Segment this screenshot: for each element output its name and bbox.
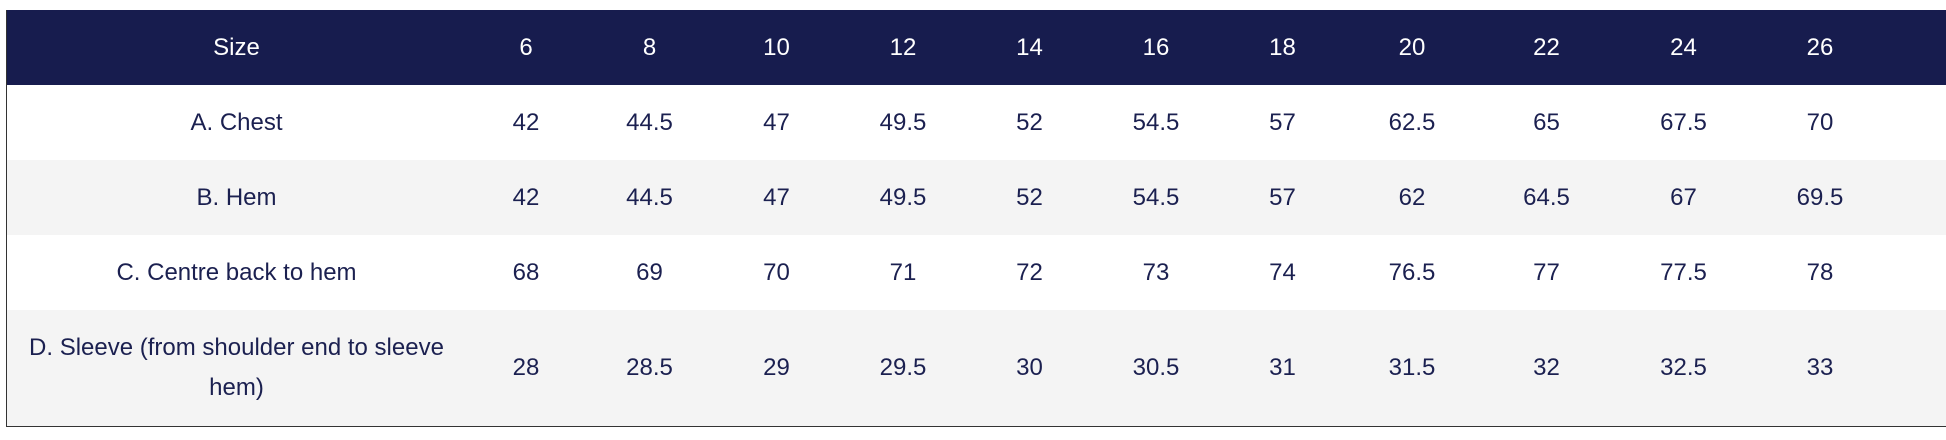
measurement-row: D. Sleeve (from shoulder end to sleeve h… (7, 310, 1946, 426)
size-header: 12 (889, 33, 917, 61)
measurement-value: 47 (763, 183, 790, 211)
measurement-value: 74 (1269, 258, 1296, 286)
measurement-value: 44.5 (626, 108, 673, 136)
measurement-value: 65 (1533, 108, 1560, 136)
measurement-value: 77 (1533, 258, 1560, 286)
measurement-label: A. Chest (190, 108, 283, 136)
header-row: Size 6 8 10 12 14 16 18 20 22 24 26 (7, 10, 1946, 85)
measurement-value: 42 (512, 108, 540, 136)
measurement-value: 73 (1142, 258, 1170, 286)
size-header: 18 (1269, 33, 1296, 61)
header-label: Size (213, 33, 260, 61)
measurement-row: A. Chest 42 44.5 47 49.5 52 54.5 57 62.5 65 67.5 70 (7, 85, 1946, 160)
measurement-value: 54.5 (1132, 108, 1180, 136)
measurement-value: 62 (1398, 183, 1426, 211)
measurement-value: 47 (763, 108, 790, 136)
measurement-value: 30 (1016, 354, 1043, 381)
measurement-value: 71 (889, 258, 917, 286)
measurement-value: 49.5 (879, 108, 927, 136)
size-header: 14 (1016, 33, 1043, 61)
measurement-value: 57 (1269, 108, 1296, 136)
size-header: 6 (519, 33, 533, 61)
measurement-value: 52 (1016, 183, 1043, 211)
measurement-value: 70 (1806, 108, 1834, 136)
measurement-value: 76.5 (1388, 258, 1436, 286)
measurement-value: 29.5 (879, 354, 927, 381)
measurement-value: 28.5 (626, 354, 673, 381)
size-table-container: Size 6 8 10 12 14 16 18 20 22 24 26 A. Chest 42 44.5 4… (6, 10, 1946, 427)
size-header: 26 (1806, 33, 1834, 61)
size-header: 22 (1533, 33, 1560, 61)
measurement-value: 32 (1533, 354, 1560, 381)
measurement-value: 67.5 (1660, 108, 1707, 136)
measurement-label: C. Centre back to hem (116, 258, 357, 286)
measurement-value: 44.5 (626, 183, 673, 211)
measurement-value: 54.5 (1132, 183, 1180, 211)
measurement-value: 77.5 (1660, 258, 1707, 286)
measurement-label: D. Sleeve (from shoulder end to sleeve h… (29, 334, 444, 401)
measurement-label: B. Hem (196, 183, 277, 211)
measurement-value: 29 (763, 354, 790, 381)
measurement-value: 42 (512, 183, 540, 211)
size-header: 24 (1670, 33, 1697, 61)
measurement-value: 62.5 (1388, 108, 1436, 136)
measurement-value: 69.5 (1796, 183, 1844, 211)
table-body: A. Chest 42 44.5 47 49.5 52 54.5 57 62.5 65 67.5 70… (7, 85, 1946, 426)
row-spacer (1888, 160, 1946, 235)
measurement-value: 33 (1806, 354, 1834, 381)
size-header: 20 (1398, 33, 1426, 61)
size-header: 16 (1142, 33, 1170, 61)
row-spacer (1888, 310, 1946, 426)
measurement-value: 32.5 (1660, 354, 1707, 381)
header-spacer (1888, 10, 1946, 85)
measurement-value: 72 (1016, 258, 1043, 286)
measurement-value: 31.5 (1388, 354, 1436, 381)
size-header: 8 (642, 33, 657, 61)
measurement-row: B. Hem 42 44.5 47 49.5 52 54.5 57 62 64.5 67 69.5 (7, 160, 1946, 235)
size-header: 10 (763, 33, 790, 61)
measurement-value: 69 (636, 258, 663, 286)
measurement-value: 31 (1269, 354, 1296, 381)
measurement-value: 78 (1806, 258, 1834, 286)
size-table: Size 6 8 10 12 14 16 18 20 22 24 26 A. Chest 42 44.5 4… (7, 10, 1946, 426)
measurement-value: 67 (1670, 183, 1697, 211)
row-spacer (1888, 235, 1946, 310)
measurement-value: 57 (1269, 183, 1296, 211)
measurement-value: 70 (763, 258, 790, 286)
measurement-value: 64.5 (1523, 183, 1570, 211)
measurement-value: 52 (1016, 108, 1043, 136)
measurement-row: C. Centre back to hem 68 69 70 71 72 73 74 76.5 7… (7, 235, 1946, 310)
row-spacer (1888, 85, 1946, 160)
measurement-value: 30.5 (1132, 354, 1180, 381)
measurement-value: 49.5 (879, 183, 927, 211)
measurement-value: 28 (512, 354, 540, 381)
measurement-value: 68 (512, 258, 540, 286)
